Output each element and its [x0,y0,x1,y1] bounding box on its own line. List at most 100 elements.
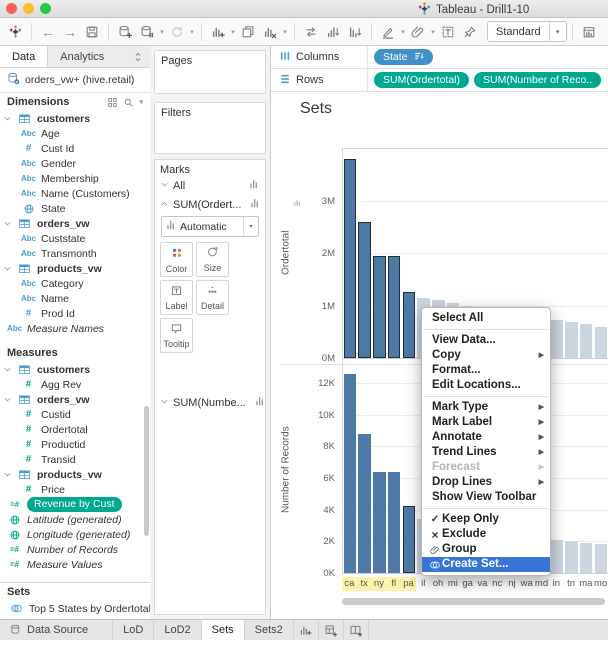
bar-mark[interactable] [358,221,371,358]
sort-fields-icon[interactable] [126,46,150,67]
bar-mark[interactable] [373,255,386,358]
measure-item[interactable]: # Ordertotal [0,422,150,437]
shelf-pill[interactable]: SUM(Ordertotal) [374,72,470,88]
dimension-item[interactable]: State [0,201,150,216]
mark-type-select[interactable]: Automatic ▾ [161,216,259,237]
marks-row-all[interactable]: All [160,176,260,195]
menu-item-annotate[interactable]: Annotate ▶ [422,430,550,445]
bar-mark[interactable] [373,471,386,573]
measure-item[interactable]: =# Revenue by Cust [0,497,150,512]
data-pane-scrollbar[interactable] [144,406,149,536]
show-mark-labels-button[interactable] [437,21,459,43]
color-button[interactable]: Color [160,242,193,277]
undo-button[interactable]: ← [41,23,55,40]
menu-item-exclude[interactable]: × Exclude [422,527,550,542]
x-axis-label[interactable]: tn [567,578,576,589]
dimension-item[interactable]: orders_vw [0,216,150,231]
new-worksheet-button[interactable] [207,21,229,43]
refresh-caret[interactable]: ▾ [190,28,194,36]
x-axis-label[interactable]: wa [520,578,533,589]
set-item[interactable]: Top 5 States by Ordertotal [0,601,150,616]
rows-shelf[interactable]: Rows SUM(Ordertotal) SUM(Number of Reco.. [271,69,608,92]
label-button[interactable]: Label [160,280,193,315]
dimension-item[interactable]: Abc Category [0,276,150,291]
dimension-item[interactable]: customers [0,111,150,126]
x-axis-label[interactable]: mi [447,578,458,589]
shelf-pill[interactable]: SUM(Number of Reco.. [474,72,602,88]
bar-mark[interactable] [343,158,356,358]
menu-item-forecast[interactable]: Forecast ▶ [422,460,550,475]
measure-item[interactable]: products_vw [0,467,150,482]
redo-button[interactable]: → [63,23,77,40]
menu-item-mark-type[interactable]: Mark Type ▶ [422,400,550,415]
minimize-window-button[interactable] [23,3,34,14]
new-worksheet-caret[interactable]: ▾ [231,28,235,36]
measure-item[interactable]: orders_vw [0,392,150,407]
save-button[interactable] [81,21,103,43]
axis-sort-icon[interactable] [293,198,303,211]
menu-item-edit-locations[interactable]: Edit Locations... [422,378,550,393]
measure-item[interactable]: Longitude (generated) [0,527,150,542]
dimension-item[interactable]: products_vw [0,261,150,276]
fix-axes-button[interactable] [459,21,481,43]
marks-row-number-of-records[interactable]: SUM(Numbe... [160,393,263,412]
bar-mark[interactable] [579,542,593,573]
horizontal-scrollbar[interactable] [342,598,605,605]
dimension-item[interactable]: # Cust Id [0,141,150,156]
bar-mark[interactable] [550,539,563,573]
menu-item-drop-lines[interactable]: Drop Lines ▶ [422,475,550,490]
show-me-button[interactable] [578,21,600,43]
bar-mark[interactable] [402,506,416,573]
pages-shelf[interactable]: Pages [154,50,266,94]
bar-mark[interactable] [387,471,401,573]
clear-sheet-button[interactable] [259,21,281,43]
sheet-tab-sets[interactable]: Sets [201,620,245,640]
shelf-pill[interactable]: State [374,49,433,65]
x-axis-label[interactable]: ga [462,578,473,589]
highlight-button[interactable] [377,21,399,43]
tab-analytics[interactable]: Analytics [48,46,116,67]
bar-mark[interactable] [550,320,563,358]
dimension-item[interactable]: Abc Age [0,126,150,141]
menu-item-show-view-toolbar[interactable]: Show View Toolbar [422,490,550,505]
tab-data[interactable]: Data [0,46,49,67]
data-source-item[interactable]: orders_vw+ (hive.retail) [0,68,150,92]
duplicate-sheet-button[interactable] [237,21,259,43]
tooltip-button[interactable]: Tooltip [160,318,193,353]
sort-ascending-button[interactable] [322,21,344,43]
bar-mark[interactable] [343,374,356,573]
new-worksheet-button[interactable] [294,620,319,640]
clear-sheet-caret[interactable]: ▾ [283,28,287,36]
x-axis-label[interactable]: fl [386,577,402,591]
swap-rows-columns-button[interactable] [300,21,322,43]
sort-descending-button[interactable] [344,21,366,43]
bar-mark[interactable] [579,323,593,358]
measure-item[interactable]: # Productid [0,437,150,452]
new-dashboard-button[interactable] [319,620,344,640]
menu-item-format[interactable]: Format... [422,363,550,378]
bar-mark[interactable] [387,255,401,358]
dimension-item[interactable]: Abc Membership [0,171,150,186]
x-axis-label[interactable]: pa [401,577,416,591]
x-axis-label[interactable]: in [552,578,560,589]
bar-mark[interactable] [358,433,371,573]
x-axis-label[interactable]: il [421,578,426,589]
sheet-tab-sets2[interactable]: Sets2 [245,620,294,640]
detail-button[interactable]: Detail [196,280,229,315]
sheet-tab-lod[interactable]: LoD [113,620,155,640]
refresh-datasource-button[interactable] [166,21,188,43]
dimension-item[interactable]: # Prod Id [0,306,150,321]
dimension-item[interactable]: Abc Name (Customers) [0,186,150,201]
measure-item[interactable]: # Transid [0,452,150,467]
search-icon[interactable] [123,97,134,108]
new-story-button[interactable] [344,620,369,640]
x-axis-label[interactable]: ca [342,577,357,591]
tableau-home-button[interactable] [4,21,26,43]
pane-menu-caret-icon[interactable]: ▾ [139,99,143,106]
measure-item[interactable]: customers [0,362,150,377]
measure-item[interactable]: =# Number of Records [0,542,150,557]
bar-mark[interactable] [565,541,578,573]
view-as-grid-icon[interactable] [107,97,118,108]
fit-selector[interactable]: Standard ▾ [487,21,567,42]
dimension-item[interactable]: Abc Measure Names [0,321,150,336]
